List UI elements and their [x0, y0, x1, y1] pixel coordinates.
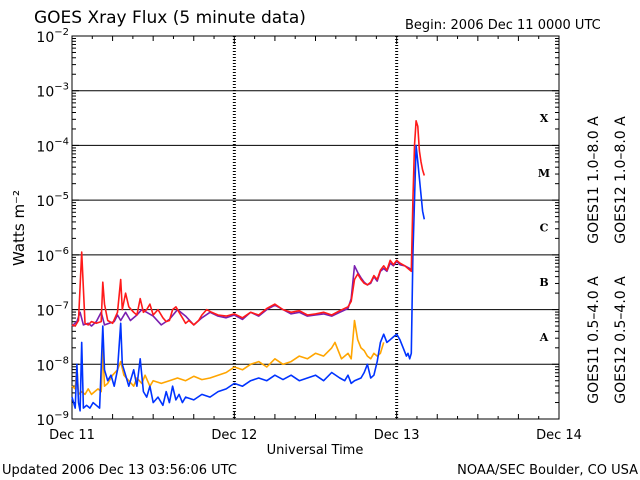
x-axis-ticks: Dec 11 Dec 12 Dec 13 Dec 14 [49, 36, 582, 443]
y-tick-label: 10−9 [36, 410, 69, 429]
legend: GOES11 1.0–8.0 A GOES11 0.5–4.0 A GOES12 1… [586, 116, 629, 404]
legend-label: GOES12 0.5–4.0 A [613, 276, 629, 404]
legend-label: GOES11 0.5–4.0 A [586, 276, 602, 404]
y-tick-label: 10−8 [36, 355, 69, 374]
y-tick-label: 10−4 [36, 136, 69, 155]
y-tick-label: 10−7 [36, 301, 69, 320]
series-line [71, 144, 426, 412]
series-line [71, 319, 385, 396]
plot-area [71, 35, 560, 420]
series-line [71, 120, 426, 327]
flare-class-label: M [538, 167, 550, 180]
x-tick-label: Dec 12 [211, 428, 257, 443]
series-group [71, 120, 426, 412]
flare-class-label: C [540, 222, 549, 235]
y-tick-label: 10−2 [36, 27, 69, 46]
flare-class-label: X [540, 112, 549, 125]
legend-label: GOES11 1.0–8.0 A [586, 116, 602, 244]
credit-label: NOAA/SEC Boulder, CO USA [457, 463, 638, 478]
y-tick-label: 10−5 [36, 191, 69, 210]
flare-class-labels: X M C B A [538, 112, 550, 344]
legend-label: GOES12 1.0–8.0 A [613, 116, 629, 244]
x-tick-label: Dec 13 [374, 428, 420, 443]
x-tick-label: Dec 11 [49, 428, 95, 443]
flare-class-label: A [539, 331, 549, 344]
y-axis-label: Watts m⁻² [10, 190, 28, 266]
y-tick-label: 10−3 [36, 82, 69, 101]
y-axis-ticks: 10−9 10−8 10−7 10−6 10−5 10−4 10−3 10−2 [36, 27, 559, 429]
x-tick-label: Dec 14 [536, 428, 582, 443]
grid [72, 36, 559, 419]
begin-label: Begin: 2006 Dec 11 0000 UTC [405, 18, 601, 33]
x-axis-label: Universal Time [267, 443, 364, 458]
chart-title: GOES Xray Flux (5 minute data) [34, 8, 306, 28]
updated-label: Updated 2006 Dec 13 03:56:06 UTC [2, 463, 237, 478]
y-tick-label: 10−6 [36, 246, 69, 265]
flare-class-label: B [539, 276, 548, 289]
